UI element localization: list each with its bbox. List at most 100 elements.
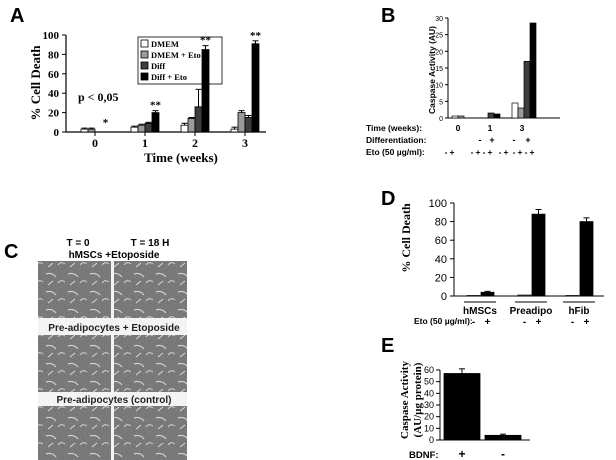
panel-a-y-tick-label: 0 [54,127,60,139]
panel-b-bar [529,22,537,119]
panel-e-bar [484,434,522,441]
panel-a-bar [194,106,203,133]
panel-c-micrographs: T = 0 T = 18 H hMSCs +Etoposide Pre-adip… [38,238,187,460]
panel-d-treatment-mark: - [571,317,574,328]
panel-b-bar [457,115,465,119]
panel-a-significance-mark: ** [150,100,162,112]
panel-a-bar [87,128,96,133]
panel-b-y-tick-label: 0 [439,116,443,123]
panel-b-bar [523,60,531,119]
panel-d-group-label: hMSCs [463,306,497,317]
panel-d-y-tick-label: 0 [441,291,447,303]
panel-b-eto-mark: + [476,147,481,157]
panel-a-y-label: % Cell Death [28,45,43,121]
panel-a-legend-label: DMEM [151,39,179,49]
panel-d-y-tick-label: 80 [435,217,447,229]
panel-d-bar [480,291,495,297]
panel-b-y-tick-label: 15 [435,66,443,73]
panel-b-y-tick-label: 25 [435,33,443,40]
panel-d-treatment-mark: - [523,317,526,328]
panel-d-treatment-mark: + [536,317,542,328]
panel-b-time-value: 3 [520,123,525,133]
panel-b-bar [511,102,519,119]
panel-d-y-tick-label: 60 [435,235,447,247]
panel-d-y-tick-label: 100 [429,198,447,210]
panel-b-diff-mark: + [489,135,494,145]
panel-a-bar [80,128,89,133]
panel-a-bar [187,118,196,133]
panel-b-row-label-diff: Differentiation: [366,135,427,145]
panel-a-bar [151,112,160,133]
panel-b-diff-mark: - [479,135,482,145]
panel-b-eto-mark: - [471,147,474,157]
panel-a-significance-mark: ** [200,35,212,47]
panel-label-a: A [10,5,24,27]
micrograph-row-label-1: hMSCs +Etoposide [69,250,160,261]
panel-d-group-label: hFib [568,306,589,317]
panel-a-y-tick-label: 100 [43,30,60,42]
panel-b-eto-mark: - [483,147,486,157]
panel-e-y-label-line1: Caspase Activity [399,361,411,439]
panel-a-x-label: Time (weeks) [144,150,218,165]
panel-d-bar [579,221,594,297]
panel-b-diff-mark: + [525,135,530,145]
panel-d-group-label: Preadipo [510,306,553,317]
panel-e-y-tick-label: 40 [424,388,434,398]
panel-b-row-label-time: Time (weeks): [366,123,422,133]
panel-b-y-tick-label: 5 [439,99,443,106]
panel-b-bar [451,115,459,119]
panel-a-legend-label: Diff [151,61,165,71]
panel-d-bar [517,294,532,297]
panel-b-eto-mark: + [488,147,493,157]
panel-a-y-tick-label: 40 [48,88,60,100]
micrograph-col-label-right: T = 18 H [131,238,170,249]
panel-e-treatment-mark: + [458,447,465,460]
panel-a-bar [251,43,260,133]
panel-b-time-value: 0 [456,123,461,133]
panel-a-legend-swatch [140,72,149,81]
panel-e-y-tick-label: 20 [424,412,434,422]
panel-e-y-tick-label: 30 [424,400,434,410]
panel-b-y-tick-label: 20 [435,49,443,56]
panel-label-b: B [381,5,395,27]
panel-d-treatment-mark: + [485,317,491,328]
panel-a-bar [144,122,153,133]
panel-b-eto-mark: - [525,147,528,157]
panel-b-bar [517,107,525,119]
panel-d-y-label: % Cell Death [399,203,413,273]
panel-a-legend-label: DMEM + Eto [151,50,201,60]
panel-b-y-tick-label: 10 [435,83,443,90]
panel-a-bar [137,124,146,133]
panel-b-eto-mark: - [513,147,516,157]
panel-a-significance-mark: * [103,117,109,129]
panel-d-treatment-label: Eto (50 µg/ml): [414,316,473,326]
panel-d-y-tick-label: 20 [435,272,447,284]
panel-a-y-tick-label: 80 [48,49,60,61]
panel-a-x-tick-label: 2 [192,136,198,150]
panel-a-x-tick-label: 1 [142,136,148,150]
panel-a-annotation: p < 0,05 [78,90,119,104]
panel-b-diff-mark: - [513,135,516,145]
panel-e-chart: Caspase Activity (AU/µg protein) BDNF: 0… [399,361,530,460]
panel-a-legend-label: Diff + Eto [151,72,187,82]
panel-b-bar [493,113,501,119]
panel-d-y-tick-label: 40 [435,254,447,266]
panel-d-bar [531,213,546,297]
panel-a-bar [230,128,239,133]
panel-a-bar [180,124,189,133]
panel-label-c: C [4,241,18,263]
panel-a-y-tick-label: 20 [48,108,60,120]
panel-a-x-tick-label: 3 [242,136,248,150]
panel-e-y-tick-label: 50 [424,377,434,387]
panel-a-legend-swatch [140,61,149,70]
panel-e-treatment-mark: - [501,447,505,460]
panel-b-y-label: Caspase Activity (AU) [427,26,437,114]
panel-a-bar [244,117,253,133]
panel-a-y-tick-label: 60 [48,69,60,81]
panel-a-x-tick-label: 0 [92,136,98,150]
panel-b-chart: Caspase Activity (AU) Time (weeks): Diff… [366,16,560,157]
micrograph-col-label-left: T = 0 [66,238,90,249]
panel-e-bar [443,373,481,441]
